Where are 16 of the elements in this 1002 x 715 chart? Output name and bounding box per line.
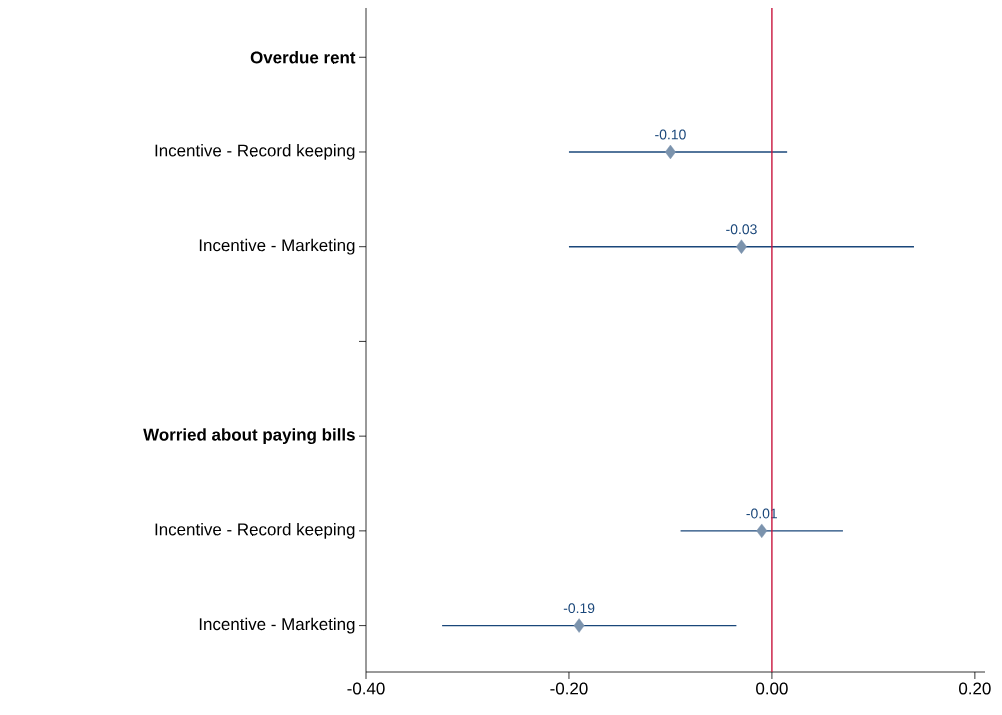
x-tick-label: 0.20 (959, 682, 991, 695)
data-label: -0.19 (563, 603, 595, 614)
x-tick-label: 0.00 (756, 682, 788, 695)
data-label: -0.03 (726, 224, 757, 235)
y-tick-label: Incentive - Record keeping (155, 144, 355, 160)
data-label: -0.10 (655, 129, 686, 140)
point (756, 523, 768, 539)
y-tick-label: Incentive - Marketing (199, 238, 355, 255)
point (736, 239, 747, 254)
y-tick-label: Incentive - Record keeping (155, 522, 355, 539)
x-tick-label: -0.40 (347, 682, 385, 695)
x-tick-label: -0.20 (550, 682, 588, 695)
y-tick-label: Worried about paying bills (143, 428, 355, 445)
y-tick-label: Incentive - Marketing (199, 617, 355, 634)
point (573, 618, 585, 633)
y-tick-label: Overdue rent (250, 51, 356, 64)
